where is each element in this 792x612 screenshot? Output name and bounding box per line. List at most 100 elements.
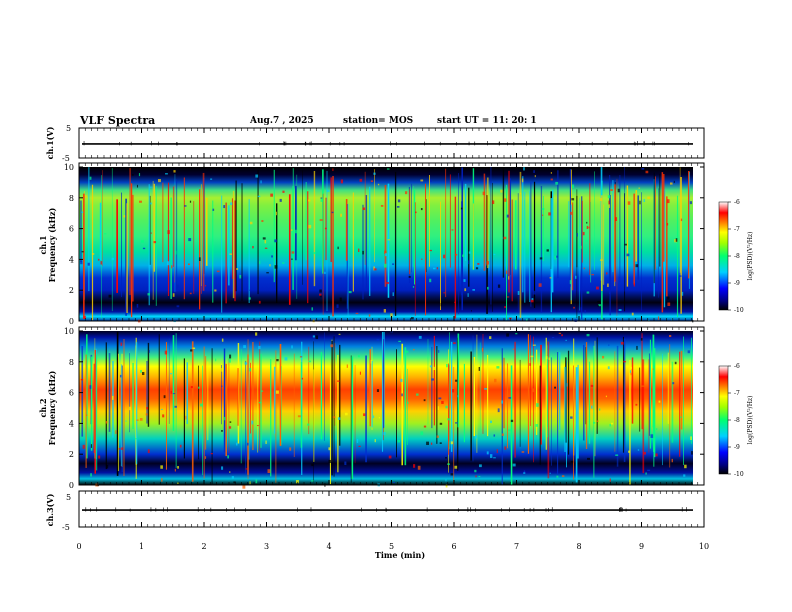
ch2-spectrogram-speckle (441, 400, 444, 404)
ch1-spectrogram-speckle (385, 253, 387, 257)
ch1-spectrogram-speckle (173, 170, 176, 173)
ch2-colorbar-tick-label: -10 (734, 471, 744, 478)
ch1-spectrogram-speckle (410, 317, 414, 320)
ch1-spectrogram-speckle (282, 262, 285, 264)
ch2-spectrogram-speckle (185, 415, 187, 420)
ch2-spectrogram-speckle (229, 421, 232, 423)
ch2-spectrogram-speckle (615, 454, 619, 456)
ch1-spectrogram-speckle (320, 197, 323, 199)
ch2-spectrogram-speckle (671, 458, 673, 463)
ch1-spectrogram-speckle (674, 239, 678, 243)
ch1-spectrogram-speckle (667, 302, 671, 307)
ch1-spectrogram-speckle (91, 253, 95, 255)
ch1-spectrogram-speckle (475, 267, 479, 270)
ch2-spectrogram-speckle (454, 465, 458, 469)
ch1-spectrogram-speckle (262, 237, 266, 240)
ch1-spectrogram-speckle (503, 236, 507, 240)
ch2-spectrogram-speckle (590, 405, 593, 409)
ch2-spectrogram-speckle (496, 366, 500, 369)
ch1-spectrogram-speckle (123, 215, 126, 218)
ch2-spectrogram-speckle (512, 348, 514, 350)
ch2-spectrogram-speckle (609, 478, 611, 482)
ch2-spectrogram-speckle (418, 335, 422, 339)
ch1-spectrogram-speckle (324, 271, 326, 274)
ch2-spectrogram-speckle (496, 449, 498, 454)
ch1-waveform-panel: 5 -5 ch.1(V) (45, 124, 705, 163)
ch1-spectrogram-speckle (291, 258, 293, 261)
ch2-spectrogram-speckle (147, 449, 150, 454)
time-tick-label: 2 (201, 542, 206, 551)
ch1-spectrogram-speckle (153, 241, 157, 244)
ch2-spec-ytick-label: 2 (69, 450, 74, 459)
ch1-spectrogram-speckle (81, 251, 84, 253)
ch2-spectrogram-speckle (115, 430, 117, 434)
ch1-spectrogram-speckle (408, 275, 411, 278)
ch1-spectrogram-speckle (250, 244, 253, 247)
ch1-spectrogram-speckle (633, 282, 635, 287)
ch2-spectrogram-speckle (161, 408, 163, 411)
ch1-spectrogram-speckle (386, 281, 390, 285)
ch2-spectrogram-speckle (400, 378, 403, 382)
time-tick-label: 3 (264, 542, 269, 551)
ch2-spectrogram-speckle (90, 473, 92, 477)
ch1-spectrogram-speckle (108, 294, 112, 298)
ch2-spectrogram-speckle (312, 335, 315, 338)
ch1-spectrogram-speckle (100, 261, 103, 265)
ch2-spectrogram-speckle (450, 441, 454, 445)
ch2-spectrogram-speckle (566, 383, 568, 387)
ch2-spectrogram-speckle (596, 420, 599, 423)
ch2-spectrogram-speckle (608, 344, 610, 346)
ch1-spectrogram-speckle (580, 307, 582, 311)
ch1-spectrogram-speckle (503, 198, 507, 202)
ch2-spectrogram-speckle (426, 441, 429, 446)
ch2-spectrogram-speckle (510, 419, 514, 423)
ch2-spectrogram-speckle (118, 448, 121, 450)
ch1-spectrogram-speckle (214, 289, 217, 292)
ch1-spec-ytick-label: 6 (69, 225, 74, 234)
ch1-spectrogram-speckle (340, 213, 343, 217)
ch1-spectrogram-speckle (689, 201, 693, 205)
ch2-spectrogram-speckle (453, 342, 456, 345)
ch2-spectrogram-speckle (243, 345, 246, 349)
ch1-colorbar-tick-label: -6 (734, 199, 740, 206)
ch2-spectrogram-speckle (315, 335, 319, 340)
ch2-spectrogram-speckle (242, 484, 246, 489)
ch1-spectrogram-speckle (319, 219, 323, 221)
time-axis-label: Time (min) (375, 550, 425, 560)
ch1-spectrogram-speckle (167, 230, 170, 235)
ch2-spectrogram-speckle (490, 420, 492, 424)
ch1-spectrogram-speckle (533, 170, 535, 173)
ch2-spectrogram-speckle (358, 445, 361, 447)
ch3-waveform-frame (78, 490, 705, 528)
ch1-spec-ytick-label: 10 (64, 163, 74, 172)
ch2-spectrogram-speckle (438, 397, 442, 400)
ch1-spectrogram-speckle (377, 183, 380, 186)
ch1-spectrogram-speckle (639, 200, 641, 205)
ch2-spectrogram-speckle (338, 333, 341, 335)
ch1-spectrogram-speckle (575, 275, 577, 279)
ch2-spectrogram-speckle (164, 350, 168, 355)
ch2-spectrogram-speckle (623, 361, 627, 363)
ch1-spectrogram-speckle (549, 277, 552, 279)
ch2-spectrogram-speckle (652, 368, 654, 370)
ch1-spectrogram-speckle (340, 179, 344, 184)
time-tick-label: 0 (76, 542, 81, 551)
ch1-spec-ytick-label: 8 (69, 194, 74, 203)
ch1-spectrogram-speckle (669, 182, 673, 185)
ch1-spectrogram-speckle (331, 211, 334, 214)
ch1-spectrogram-speckle (541, 214, 544, 216)
ch2-spectrogram-speckle (493, 457, 496, 459)
ch2-spectrogram-speckle (255, 479, 258, 484)
ch1-spec-ylabel: Frequency (kHz) (47, 207, 57, 282)
ch2-spectrogram-speckle (549, 472, 551, 474)
ch2-spectrogram-speckle (620, 341, 624, 345)
ch2-spectrogram-speckle (436, 435, 439, 438)
ch2-spectrogram-speckle (672, 382, 675, 385)
ch2-spectrogram-speckle (258, 401, 262, 404)
ch1-spectrogram-speckle (150, 202, 152, 205)
ch1-spectrogram-speckle (420, 208, 423, 211)
ch1-spec-ytick-label: 2 (69, 286, 74, 295)
ch2-spectrogram-speckle (570, 460, 574, 463)
ch2-spectrogram-speckle (655, 453, 658, 457)
ch1-spectrogram-speckle (617, 188, 620, 193)
